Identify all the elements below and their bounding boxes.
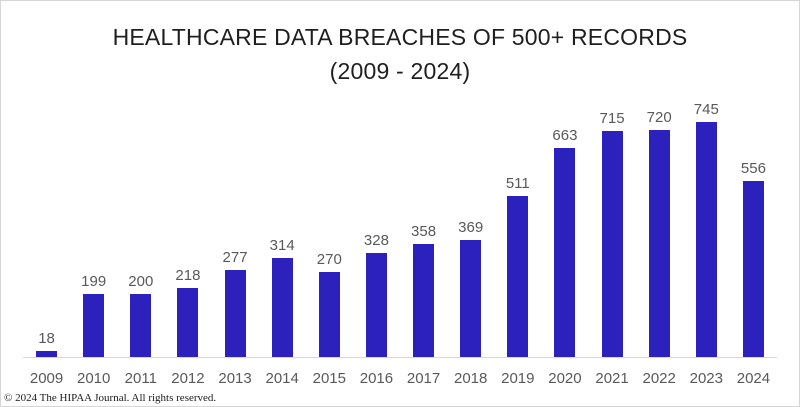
chart-title: HEALTHCARE DATA BREACHES OF 500+ RECORDS… <box>1 20 799 88</box>
bar-value-label: 277 <box>222 249 248 266</box>
x-axis-tick-label: 2021 <box>595 370 629 387</box>
bar <box>601 131 623 357</box>
bar-value-label: 745 <box>693 101 719 118</box>
bar-column: 277 <box>212 249 259 357</box>
bar <box>648 130 670 357</box>
x-axis-tick-label: 2013 <box>218 370 252 387</box>
bar-value-label: 358 <box>411 223 437 240</box>
chart-title-line2: (2009 - 2024) <box>329 58 471 84</box>
bar <box>36 351 58 357</box>
bar-value-label: 720 <box>646 109 672 126</box>
bar-column: 200 <box>117 273 164 357</box>
x-axis-tick-label: 2024 <box>736 370 771 387</box>
bar-column: 556 <box>730 160 777 357</box>
bar <box>742 181 764 357</box>
x-axis-tick-label: 2018 <box>454 370 488 387</box>
x-axis-tick-label: 2012 <box>171 370 205 387</box>
bar <box>365 253 387 357</box>
chart-title-line1: HEALTHCARE DATA BREACHES OF 500+ RECORDS <box>112 24 688 50</box>
bar-value-label: 556 <box>740 160 766 177</box>
bar-column: 745 <box>683 101 730 357</box>
bar-column: 358 <box>400 223 447 357</box>
x-axis-tick-label: 2023 <box>689 370 723 387</box>
bar-column: 270 <box>306 251 353 357</box>
bar-column: 328 <box>353 232 400 357</box>
bar-value-label: 218 <box>175 267 201 284</box>
bar-column: 369 <box>447 219 494 357</box>
x-axis-labels: 2009 2010 2011 2012 2013 2014 2015 2016 2017 2018… <box>23 364 777 388</box>
bar <box>83 294 105 357</box>
x-axis-tick-label: 2014 <box>265 370 299 387</box>
x-axis-tick-label: 2011 <box>124 370 157 387</box>
x-axis-tick-label: 2020 <box>548 370 582 387</box>
x-axis-tick-label: 2016 <box>359 370 394 387</box>
bar-column: 218 <box>164 267 211 357</box>
bar-value-label: 199 <box>81 273 107 290</box>
bar <box>554 148 576 357</box>
bar-column: 511 <box>494 175 541 357</box>
bar-column: 199 <box>70 273 117 357</box>
x-axis-tick-label: 2009 <box>29 370 64 387</box>
bar-series: 18 199 200 218 277 314 270 328 358 369 511 663 715 72… <box>23 93 777 358</box>
bar-value-label: 200 <box>128 273 154 290</box>
bar-value-label: 663 <box>552 127 578 144</box>
x-axis-tick-label: 2022 <box>642 370 676 387</box>
bar-value-label: 715 <box>599 110 625 127</box>
bar-column: 715 <box>589 110 636 357</box>
bar <box>177 288 199 357</box>
bar-column: 18 <box>23 330 70 357</box>
bar-column: 720 <box>636 109 683 357</box>
x-axis-tick-label: 2015 <box>312 370 346 387</box>
bar <box>318 272 340 357</box>
x-axis-tick-label: 2017 <box>406 370 441 387</box>
copyright: © 2024 The HIPAA Journal. All rights res… <box>4 392 217 404</box>
x-axis-tick-label: 2019 <box>501 370 535 387</box>
bar <box>507 196 529 357</box>
bar-column: 314 <box>259 237 306 357</box>
bar-value-label: 328 <box>363 232 389 249</box>
x-axis-tick-label: 2010 <box>77 370 111 387</box>
bar-value-label: 511 <box>505 175 530 192</box>
bar-value-label: 18 <box>38 330 55 347</box>
bar-value-label: 369 <box>458 219 484 236</box>
plot-area: 18 199 200 218 277 314 270 328 358 369 511 663 715 72… <box>23 93 777 358</box>
bar <box>413 244 435 357</box>
bar <box>224 270 246 357</box>
bar <box>271 258 293 357</box>
bar-value-label: 270 <box>316 251 342 268</box>
bar <box>695 122 717 357</box>
bar <box>460 240 482 357</box>
bar <box>130 294 152 357</box>
bar-column: 663 <box>541 127 588 357</box>
bar-value-label: 314 <box>269 237 295 254</box>
